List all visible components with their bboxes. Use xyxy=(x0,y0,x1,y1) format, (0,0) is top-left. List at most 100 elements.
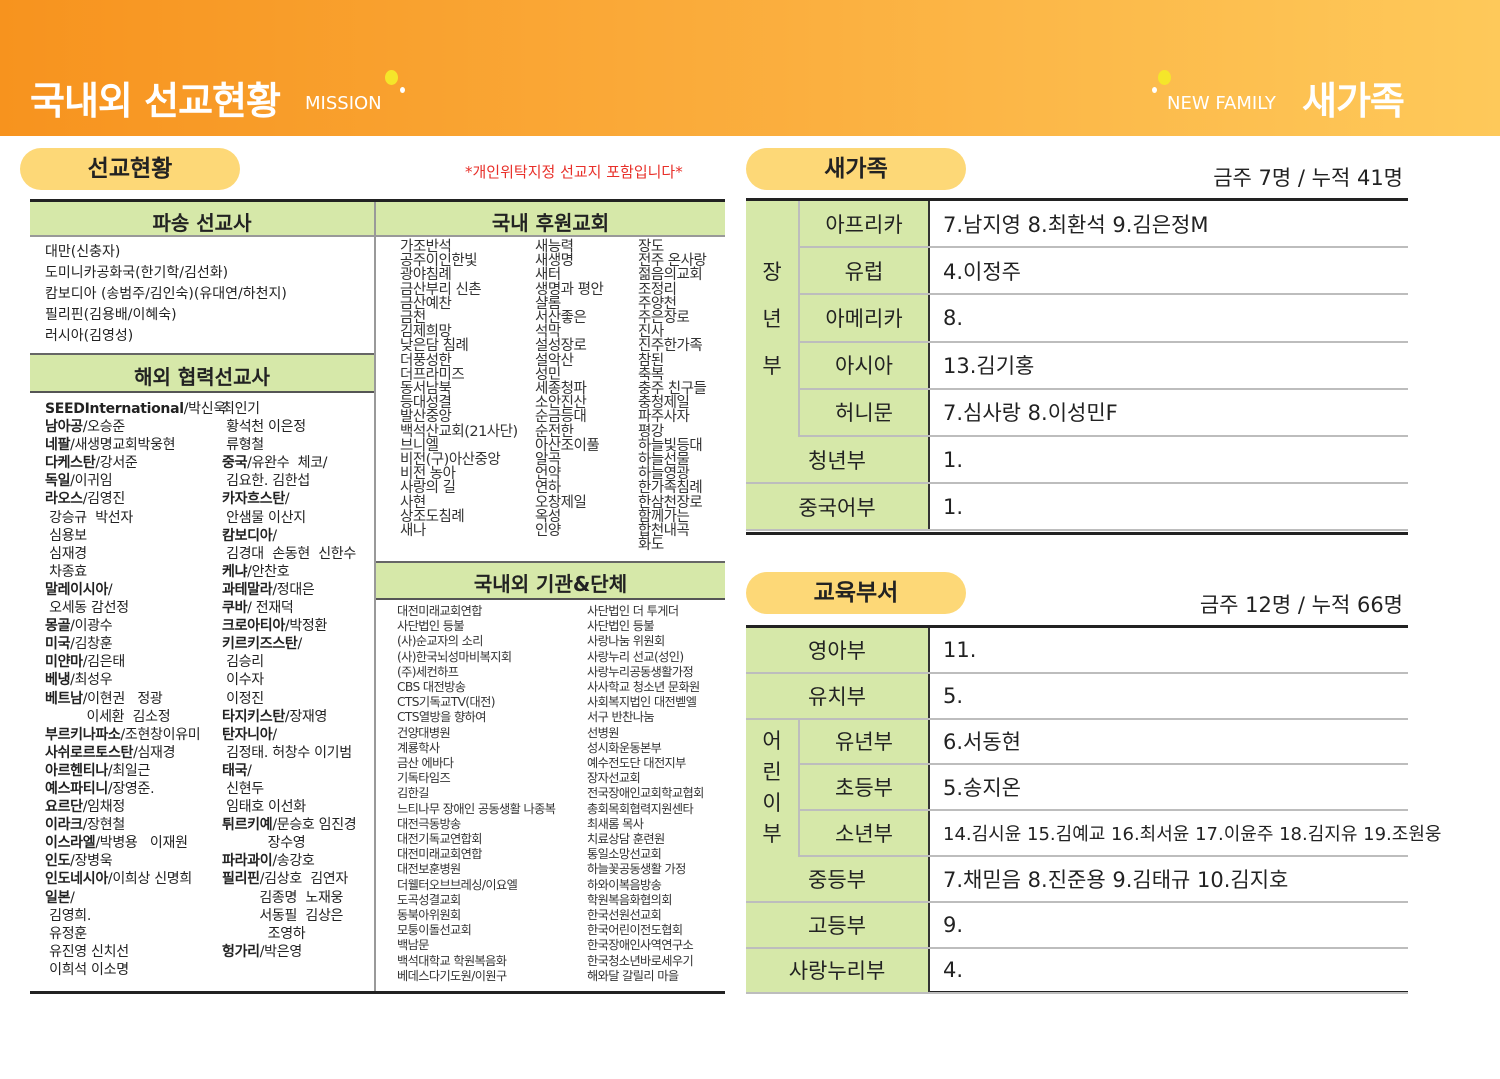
table-row: 아메리카 8. xyxy=(746,295,1408,343)
country-name: 베냉 xyxy=(45,672,71,689)
overseas-missionary: 필리핀/김상호 김연자 xyxy=(222,870,356,888)
decor-dot-icon xyxy=(1152,87,1157,93)
organization: 사랑누리공동생활가정 xyxy=(587,664,694,679)
overseas-missionary: 말레이시아/ xyxy=(45,581,226,599)
country-name: 탄자니아 xyxy=(222,726,273,743)
overseas-missionary: 이수자 xyxy=(222,671,356,689)
overseas-missionary: 라오스/김영진 xyxy=(45,490,226,508)
supporting-church: 생명과 평안 xyxy=(535,281,604,298)
overseas-missionary: 신현두 xyxy=(222,780,356,798)
newfamily-subtitle: NEW FAMILY xyxy=(1167,93,1276,114)
missionary-names: 차종효 xyxy=(45,563,87,580)
organization: 백남문 xyxy=(397,938,429,953)
overseas-missionary: 헝가리/박은영 xyxy=(222,943,356,961)
supporting-church: 석막 xyxy=(535,324,561,341)
organization: 대전미래교회연합 xyxy=(397,847,483,862)
table-row: 중국어부 1. xyxy=(746,484,1408,532)
overseas-list-col2: 최인기 황석천 이은정 류형철 중국/유완수 체코/ 김요한. 김한섭 카자흐스탄/… xyxy=(222,400,357,961)
missionary-names: /강서준 xyxy=(95,455,138,472)
overseas-missionary: 탄자니아/ xyxy=(222,726,356,744)
organization: 도곡성결교회 xyxy=(397,892,461,907)
supporting-church: 새생명 xyxy=(535,253,574,270)
missionary-names: /박신욱 xyxy=(183,401,226,417)
overseas-missionary: 이세환 김소정 xyxy=(45,708,226,726)
organization: 한국선원선교회 xyxy=(587,908,662,923)
overseas-missionary: 류형철 xyxy=(222,436,356,454)
org-list-col1: 대전미래교회연합 사단법인 등불 (사)순교자의 소리 (사)한국뇌성마비복지회 (주)… xyxy=(397,604,556,984)
missionary-names: /김은태 xyxy=(82,654,125,671)
missionary-names: /안찬호 xyxy=(247,563,290,580)
missionary-names: 이수자 xyxy=(222,672,264,689)
missionary-names: / 전재덕 xyxy=(247,600,294,617)
missionary-names: /최일근 xyxy=(107,762,151,779)
group-label-char: 장 xyxy=(762,259,782,284)
missionary-names: 오세동 감선정 xyxy=(45,600,129,617)
row-label: 허니문 xyxy=(800,389,928,435)
row-value: 1. xyxy=(928,484,963,530)
row-label: 고등부 xyxy=(746,902,928,947)
overseas-list-col1: SEEDInternational/박신욱 남아공/오승준 네팔/새생명교회박웅현 다… xyxy=(45,400,226,979)
row-label: 사랑누리부 xyxy=(746,948,928,993)
overseas-missionary: 서동필 김상은 xyxy=(222,907,356,925)
overseas-missionary: 임태호 이선화 xyxy=(222,798,356,816)
country-name: 라오스 xyxy=(45,491,83,508)
organization: 백석대학교 학원복음화 xyxy=(397,953,507,968)
missionary-names: 김요한. 김한섭 xyxy=(222,473,310,490)
missionary-names: /장영준. xyxy=(107,780,155,797)
supporting-church: 더풍성한 xyxy=(400,352,452,369)
domestic-list-col3: 장도 전주 온사랑 젊음의교회 조정리 주양천 주은장로 진사 진주한가족 참된 축복 충주 친구들… xyxy=(638,240,707,553)
supporting-church: 젊음의교회 xyxy=(638,267,703,284)
organization: 모퉁이돌선교회 xyxy=(397,923,472,938)
row-label: 초등부 xyxy=(800,765,928,810)
supporting-church: 사랑의 길 xyxy=(400,480,456,497)
missionary-names: 김정태. 허창수 이기범 xyxy=(222,744,352,761)
page-header: 국내외 선교현황 MISSION NEW FAMILY 새가족 xyxy=(0,0,1500,136)
organization: 성시화운동본부 xyxy=(587,740,662,755)
overseas-missionary: 타지키스탄/장재영 xyxy=(222,708,356,726)
organization: 학원복음화협의회 xyxy=(587,892,673,907)
org-header: 국내외 기관&단체 xyxy=(473,572,628,596)
domestic-header: 국내 후원교회 xyxy=(491,211,610,235)
organization: 사랑누리 선교(성인) xyxy=(587,649,684,664)
sent-missionary: 도미니카공화국(한기학/김선화) xyxy=(45,265,229,281)
overseas-missionary: 요르단/임채정 xyxy=(45,798,226,816)
supporting-church: 전주 온사랑 xyxy=(638,253,707,270)
missionary-names: 서동필 김상은 xyxy=(222,907,344,924)
group-label-char: 부 xyxy=(762,822,782,847)
sent-header: 파송 선교사 xyxy=(152,211,252,235)
missionary-names: /유완수 체코/ xyxy=(247,455,328,472)
organization: (사)한국뇌성마비복지회 xyxy=(397,649,512,664)
overseas-missionary: 네팔/새생명교회박웅현 xyxy=(45,436,226,454)
missionary-names: 강승규 박선자 xyxy=(45,509,133,526)
mission-subtitle: MISSION xyxy=(305,93,382,114)
organization: 건양대병원 xyxy=(397,725,451,740)
missionary-names: 유진영 신치선 xyxy=(45,943,129,960)
country-name: 크로아티아 xyxy=(222,618,285,635)
supporting-church: 함께가는 xyxy=(638,508,690,525)
row-value: 1. xyxy=(928,437,963,483)
country-name: 케냐 xyxy=(222,563,248,580)
country-name: 이라크 xyxy=(45,817,83,834)
supporting-church: 인양 xyxy=(535,523,561,540)
missionary-names: 심용보 xyxy=(45,527,87,544)
row-label: 아시아 xyxy=(800,342,928,388)
row-value: 5.송지온 xyxy=(928,765,1021,810)
overseas-missionary: 장수영 xyxy=(222,834,356,852)
missionary-names: / xyxy=(272,726,277,743)
overseas-missionary: 이스라엘/박병용 이재원 xyxy=(45,834,226,852)
country-name: 필리핀 xyxy=(222,871,260,888)
organization: 사단법인 등불 xyxy=(587,619,655,634)
overseas-missionary: 파라과이/송강호 xyxy=(222,852,356,870)
supporting-church: 합천내곡 xyxy=(638,523,690,540)
missionary-names: /이현권 정광 xyxy=(82,690,163,707)
supporting-church: 비전 농아 xyxy=(400,466,456,483)
missionary-names: 유정훈 xyxy=(45,925,87,942)
row-value: 7.남지영 8.최환석 9.김은정M xyxy=(928,201,1208,247)
overseas-missionary: 카자흐스탄/ xyxy=(222,490,356,508)
row-label: 아메리카 xyxy=(800,295,928,341)
country-name: 타지키스탄 xyxy=(222,708,285,725)
organization: 장자선교회 xyxy=(587,771,641,786)
missionary-names: /새생명교회박웅현 xyxy=(70,437,176,454)
